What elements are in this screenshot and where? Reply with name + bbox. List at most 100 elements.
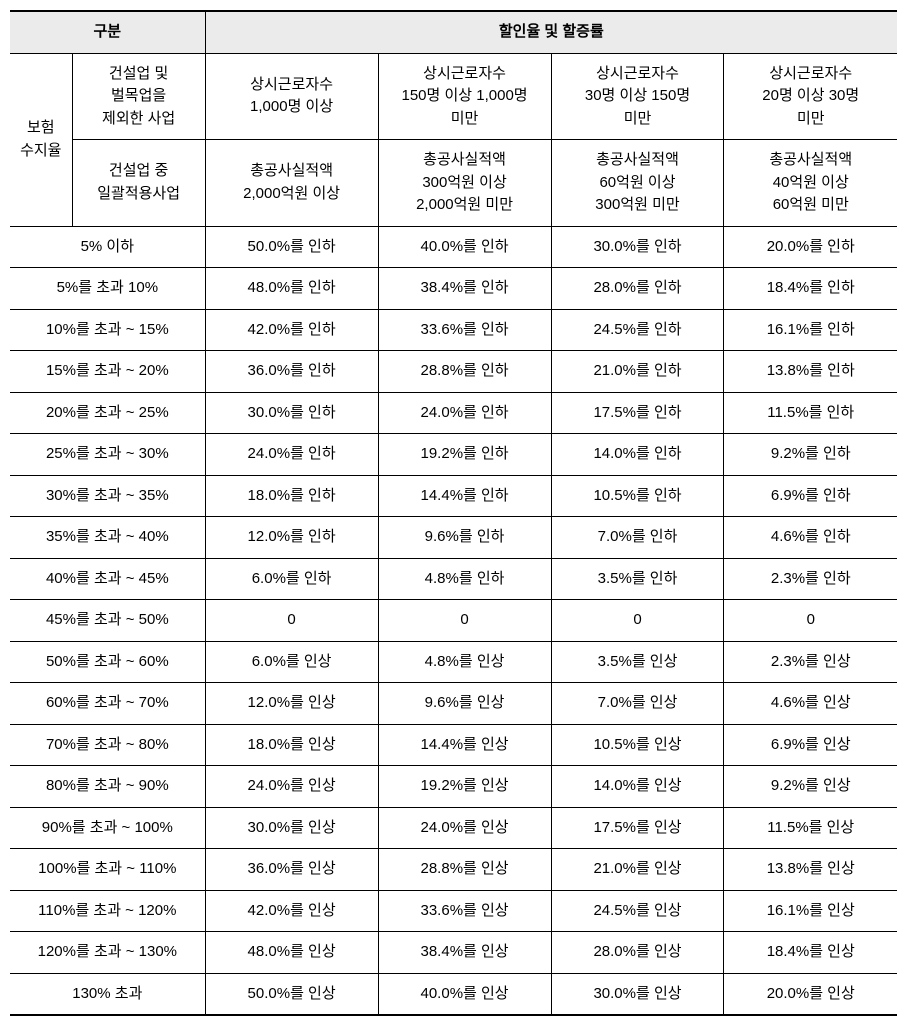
row-cell: 11.5%를 인하	[724, 392, 897, 434]
row-cell: 19.2%를 인하	[378, 434, 551, 476]
row-cell: 12.0%를 인상	[205, 683, 378, 725]
row-cell: 2.3%를 인상	[724, 641, 897, 683]
co-col4: 총공사실적액40억원 이상60억원 미만	[724, 140, 897, 227]
row-cell: 4.8%를 인상	[378, 641, 551, 683]
row-cell: 28.0%를 인하	[551, 268, 724, 310]
row-cell: 33.6%를 인하	[378, 309, 551, 351]
row-label: 80%를 초과 ~ 90%	[10, 766, 205, 808]
row-cell: 42.0%를 인상	[205, 890, 378, 932]
header-category: 구분	[10, 11, 205, 53]
row-cell: 0	[378, 600, 551, 642]
row-label: 40%를 초과 ~ 45%	[10, 558, 205, 600]
row-cell: 18.0%를 인상	[205, 724, 378, 766]
row-cell: 7.0%를 인하	[551, 517, 724, 559]
row-cell: 24.5%를 인상	[551, 890, 724, 932]
row-cell: 17.5%를 인상	[551, 807, 724, 849]
row-cell: 19.2%를 인상	[378, 766, 551, 808]
row-label: 50%를 초과 ~ 60%	[10, 641, 205, 683]
rowhead-balance: 보험수지율	[10, 53, 72, 226]
row-cell: 9.2%를 인하	[724, 434, 897, 476]
row-cell: 14.4%를 인상	[378, 724, 551, 766]
row-cell: 28.8%를 인하	[378, 351, 551, 393]
row-cell: 4.6%를 인상	[724, 683, 897, 725]
row-cell: 9.2%를 인상	[724, 766, 897, 808]
row-cell: 20.0%를 인하	[724, 226, 897, 268]
row-cell: 18.4%를 인상	[724, 932, 897, 974]
header-rates: 할인율 및 할증률	[205, 11, 897, 53]
row-cell: 10.5%를 인하	[551, 475, 724, 517]
row-label: 45%를 초과 ~ 50%	[10, 600, 205, 642]
row-label: 15%를 초과 ~ 20%	[10, 351, 205, 393]
row-cell: 38.4%를 인상	[378, 932, 551, 974]
nc-col2: 상시근로자수150명 이상 1,000명미만	[378, 53, 551, 140]
row-cell: 12.0%를 인하	[205, 517, 378, 559]
row-cell: 21.0%를 인하	[551, 351, 724, 393]
co-col3: 총공사실적액60억원 이상300억원 미만	[551, 140, 724, 227]
row-cell: 4.6%를 인하	[724, 517, 897, 559]
row-cell: 9.6%를 인하	[378, 517, 551, 559]
row-cell: 13.8%를 인하	[724, 351, 897, 393]
row-cell: 50.0%를 인하	[205, 226, 378, 268]
row-label: 110%를 초과 ~ 120%	[10, 890, 205, 932]
row-cell: 48.0%를 인상	[205, 932, 378, 974]
row-cell: 38.4%를 인하	[378, 268, 551, 310]
row-label: 35%를 초과 ~ 40%	[10, 517, 205, 559]
row-cell: 14.4%를 인하	[378, 475, 551, 517]
row-label: 70%를 초과 ~ 80%	[10, 724, 205, 766]
row-cell: 6.9%를 인하	[724, 475, 897, 517]
row-cell: 16.1%를 인하	[724, 309, 897, 351]
row-label: 25%를 초과 ~ 30%	[10, 434, 205, 476]
row-cell: 28.8%를 인상	[378, 849, 551, 891]
rate-body: 5% 이하50.0%를 인하40.0%를 인하30.0%를 인하20.0%를 인…	[10, 226, 897, 1015]
row-cell: 9.6%를 인상	[378, 683, 551, 725]
row-cell: 3.5%를 인상	[551, 641, 724, 683]
row-cell: 36.0%를 인상	[205, 849, 378, 891]
row-label: 100%를 초과 ~ 110%	[10, 849, 205, 891]
rowhead-nonconst: 건설업 및벌목업을제외한 사업	[72, 53, 205, 140]
row-label: 5%를 초과 10%	[10, 268, 205, 310]
row-cell: 4.8%를 인하	[378, 558, 551, 600]
row-cell: 10.5%를 인상	[551, 724, 724, 766]
row-cell: 48.0%를 인하	[205, 268, 378, 310]
row-cell: 0	[724, 600, 897, 642]
row-cell: 14.0%를 인하	[551, 434, 724, 476]
row-cell: 24.0%를 인상	[378, 807, 551, 849]
row-cell: 21.0%를 인상	[551, 849, 724, 891]
row-cell: 36.0%를 인하	[205, 351, 378, 393]
row-label: 120%를 초과 ~ 130%	[10, 932, 205, 974]
row-cell: 33.6%를 인상	[378, 890, 551, 932]
row-label: 20%를 초과 ~ 25%	[10, 392, 205, 434]
row-cell: 3.5%를 인하	[551, 558, 724, 600]
row-cell: 24.0%를 인상	[205, 766, 378, 808]
row-cell: 42.0%를 인하	[205, 309, 378, 351]
row-label: 5% 이하	[10, 226, 205, 268]
row-cell: 14.0%를 인상	[551, 766, 724, 808]
row-label: 30%를 초과 ~ 35%	[10, 475, 205, 517]
row-cell: 0	[551, 600, 724, 642]
row-cell: 6.0%를 인상	[205, 641, 378, 683]
row-label: 60%를 초과 ~ 70%	[10, 683, 205, 725]
row-label: 10%를 초과 ~ 15%	[10, 309, 205, 351]
row-cell: 18.4%를 인하	[724, 268, 897, 310]
row-cell: 28.0%를 인상	[551, 932, 724, 974]
row-cell: 11.5%를 인상	[724, 807, 897, 849]
row-cell: 30.0%를 인하	[551, 226, 724, 268]
rate-table: 구분 할인율 및 할증률 보험수지율 건설업 및벌목업을제외한 사업 상시근로자…	[10, 10, 897, 1016]
row-cell: 24.5%를 인하	[551, 309, 724, 351]
row-cell: 18.0%를 인하	[205, 475, 378, 517]
row-cell: 40.0%를 인하	[378, 226, 551, 268]
row-cell: 6.0%를 인하	[205, 558, 378, 600]
row-cell: 0	[205, 600, 378, 642]
row-cell: 24.0%를 인하	[378, 392, 551, 434]
rowhead-const: 건설업 중일괄적용사업	[72, 140, 205, 227]
nc-col1: 상시근로자수1,000명 이상	[205, 53, 378, 140]
row-cell: 6.9%를 인상	[724, 724, 897, 766]
co-col1: 총공사실적액2,000억원 이상	[205, 140, 378, 227]
row-cell: 13.8%를 인상	[724, 849, 897, 891]
nc-col3: 상시근로자수30명 이상 150명미만	[551, 53, 724, 140]
row-cell: 2.3%를 인하	[724, 558, 897, 600]
row-cell: 30.0%를 인하	[205, 392, 378, 434]
row-cell: 7.0%를 인상	[551, 683, 724, 725]
row-cell: 17.5%를 인하	[551, 392, 724, 434]
row-label: 90%를 초과 ~ 100%	[10, 807, 205, 849]
